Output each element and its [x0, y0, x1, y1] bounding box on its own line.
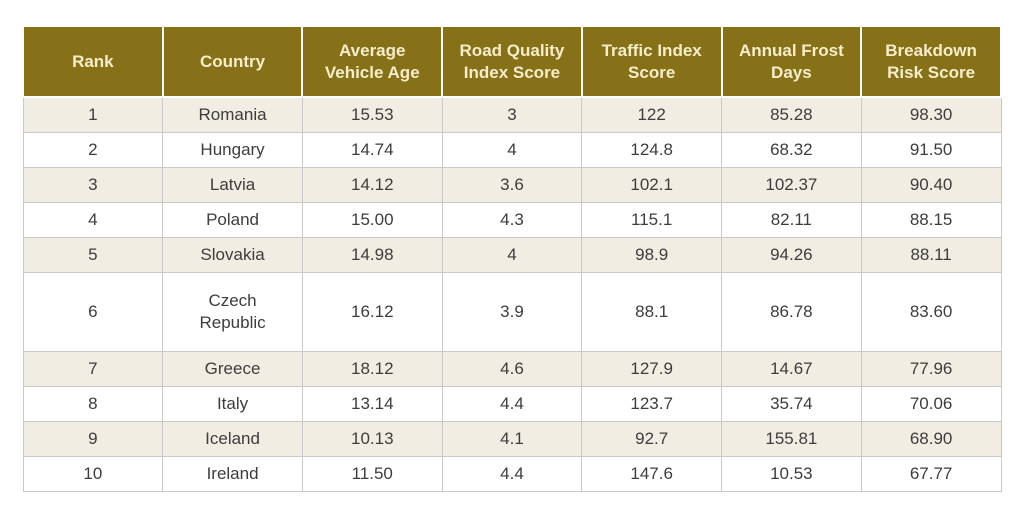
cell-rank: 8 [22, 386, 164, 422]
cell-road-quality-index-score: 4 [441, 132, 583, 168]
cell-annual-frost-days: 82.11 [721, 202, 862, 238]
cell-country: Romania [162, 96, 303, 133]
cell-breakdown-risk-score: 88.11 [860, 237, 1002, 273]
cell-breakdown-risk-score: 90.40 [860, 167, 1002, 203]
cell-traffic-index-score: 88.1 [581, 272, 723, 352]
cell-annual-frost-days: 102.37 [721, 167, 862, 203]
cell-annual-frost-days: 155.81 [721, 421, 862, 457]
table-row: 1 Romania 15.53 3 122 85.28 98.30 [22, 96, 1002, 133]
cell-rank: 5 [22, 237, 164, 273]
table-row: 3 Latvia 14.12 3.6 102.1 102.37 90.40 [22, 167, 1002, 203]
cell-breakdown-risk-score: 70.06 [860, 386, 1002, 422]
cell-road-quality-index-score: 4.1 [441, 421, 583, 457]
column-header-breakdown-risk-score: Breakdown Risk Score [860, 25, 1002, 98]
cell-rank: 7 [22, 351, 164, 387]
cell-road-quality-index-score: 3.9 [441, 272, 583, 352]
table-row: 10 Ireland 11.50 4.4 147.6 10.53 67.77 [22, 456, 1002, 492]
cell-road-quality-index-score: 4.6 [441, 351, 583, 387]
cell-average-vehicle-age: 14.98 [301, 237, 443, 273]
cell-country: Hungary [162, 132, 303, 168]
cell-average-vehicle-age: 11.50 [301, 456, 443, 492]
table-row: 5 Slovakia 14.98 4 98.9 94.26 88.11 [22, 237, 1002, 273]
cell-rank: 10 [22, 456, 164, 492]
cell-rank: 6 [22, 272, 164, 352]
cell-rank: 2 [22, 132, 164, 168]
cell-road-quality-index-score: 3 [441, 96, 583, 133]
cell-average-vehicle-age: 15.00 [301, 202, 443, 238]
cell-rank: 9 [22, 421, 164, 457]
cell-traffic-index-score: 102.1 [581, 167, 723, 203]
cell-country: Iceland [162, 421, 303, 457]
column-header-rank: Rank [22, 25, 164, 98]
table-row: 6 Czech Republic 16.12 3.9 88.1 86.78 83.60 [22, 272, 1002, 352]
cell-annual-frost-days: 86.78 [721, 272, 862, 352]
cell-traffic-index-score: 115.1 [581, 202, 723, 238]
column-header-traffic-index-score: Traffic Index Score [580, 25, 723, 98]
cell-country: Latvia [162, 167, 303, 203]
country-breakdown-risk-table: Rank Country Average Vehicle Age Road Quali… [22, 25, 1002, 492]
cell-road-quality-index-score: 3.6 [441, 167, 583, 203]
column-header-average-vehicle-age: Average Vehicle Age [301, 25, 444, 98]
table-row: 2 Hungary 14.74 4 124.8 68.32 91.50 [22, 132, 1002, 168]
cell-country: Slovakia [162, 237, 303, 273]
cell-annual-frost-days: 85.28 [721, 96, 862, 133]
cell-country: Ireland [162, 456, 303, 492]
column-header-road-quality-index-score: Road Quality Index Score [441, 25, 583, 98]
cell-average-vehicle-age: 13.14 [301, 386, 443, 422]
cell-breakdown-risk-score: 77.96 [860, 351, 1002, 387]
cell-average-vehicle-age: 18.12 [301, 351, 443, 387]
cell-traffic-index-score: 124.8 [581, 132, 723, 168]
cell-country: Czech Republic [162, 272, 303, 352]
cell-average-vehicle-age: 10.13 [301, 421, 443, 457]
cell-annual-frost-days: 68.32 [721, 132, 862, 168]
cell-breakdown-risk-score: 83.60 [860, 272, 1002, 352]
cell-annual-frost-days: 10.53 [721, 456, 862, 492]
cell-breakdown-risk-score: 91.50 [860, 132, 1002, 168]
cell-breakdown-risk-score: 67.77 [860, 456, 1002, 492]
column-header-annual-frost-days: Annual Frost Days [720, 25, 863, 98]
cell-traffic-index-score: 122 [581, 96, 723, 133]
cell-breakdown-risk-score: 98.30 [860, 96, 1002, 133]
cell-traffic-index-score: 127.9 [581, 351, 723, 387]
cell-road-quality-index-score: 4.4 [441, 456, 583, 492]
table-body: 1 Romania 15.53 3 122 85.28 98.30 2 Hungary 14.74… [22, 96, 1002, 492]
cell-rank: 1 [22, 96, 164, 133]
country-breakdown-risk-table-container: Rank Country Average Vehicle Age Road Quali… [22, 25, 1002, 492]
cell-annual-frost-days: 94.26 [721, 237, 862, 273]
cell-traffic-index-score: 123.7 [581, 386, 723, 422]
cell-annual-frost-days: 35.74 [721, 386, 862, 422]
table-row: 9 Iceland 10.13 4.1 92.7 155.81 68.90 [22, 421, 1002, 457]
cell-average-vehicle-age: 14.74 [301, 132, 443, 168]
table-header: Rank Country Average Vehicle Age Road Quali… [22, 25, 1002, 98]
cell-average-vehicle-age: 16.12 [301, 272, 443, 352]
cell-country: Greece [162, 351, 303, 387]
cell-country: Poland [162, 202, 303, 238]
cell-road-quality-index-score: 4 [441, 237, 583, 273]
table-row: 8 Italy 13.14 4.4 123.7 35.74 70.06 [22, 386, 1002, 422]
table-row: 7 Greece 18.12 4.6 127.9 14.67 77.96 [22, 351, 1002, 387]
cell-traffic-index-score: 98.9 [581, 237, 723, 273]
cell-traffic-index-score: 92.7 [581, 421, 723, 457]
cell-rank: 3 [22, 167, 164, 203]
cell-breakdown-risk-score: 68.90 [860, 421, 1002, 457]
cell-road-quality-index-score: 4.4 [441, 386, 583, 422]
cell-road-quality-index-score: 4.3 [441, 202, 583, 238]
cell-rank: 4 [22, 202, 164, 238]
cell-country: Italy [162, 386, 303, 422]
cell-average-vehicle-age: 15.53 [301, 96, 443, 133]
column-header-country: Country [161, 25, 304, 98]
cell-annual-frost-days: 14.67 [721, 351, 862, 387]
header-row: Rank Country Average Vehicle Age Road Quali… [22, 25, 1002, 98]
cell-traffic-index-score: 147.6 [581, 456, 723, 492]
table-row: 4 Poland 15.00 4.3 115.1 82.11 88.15 [22, 202, 1002, 238]
cell-breakdown-risk-score: 88.15 [860, 202, 1002, 238]
cell-average-vehicle-age: 14.12 [301, 167, 443, 203]
